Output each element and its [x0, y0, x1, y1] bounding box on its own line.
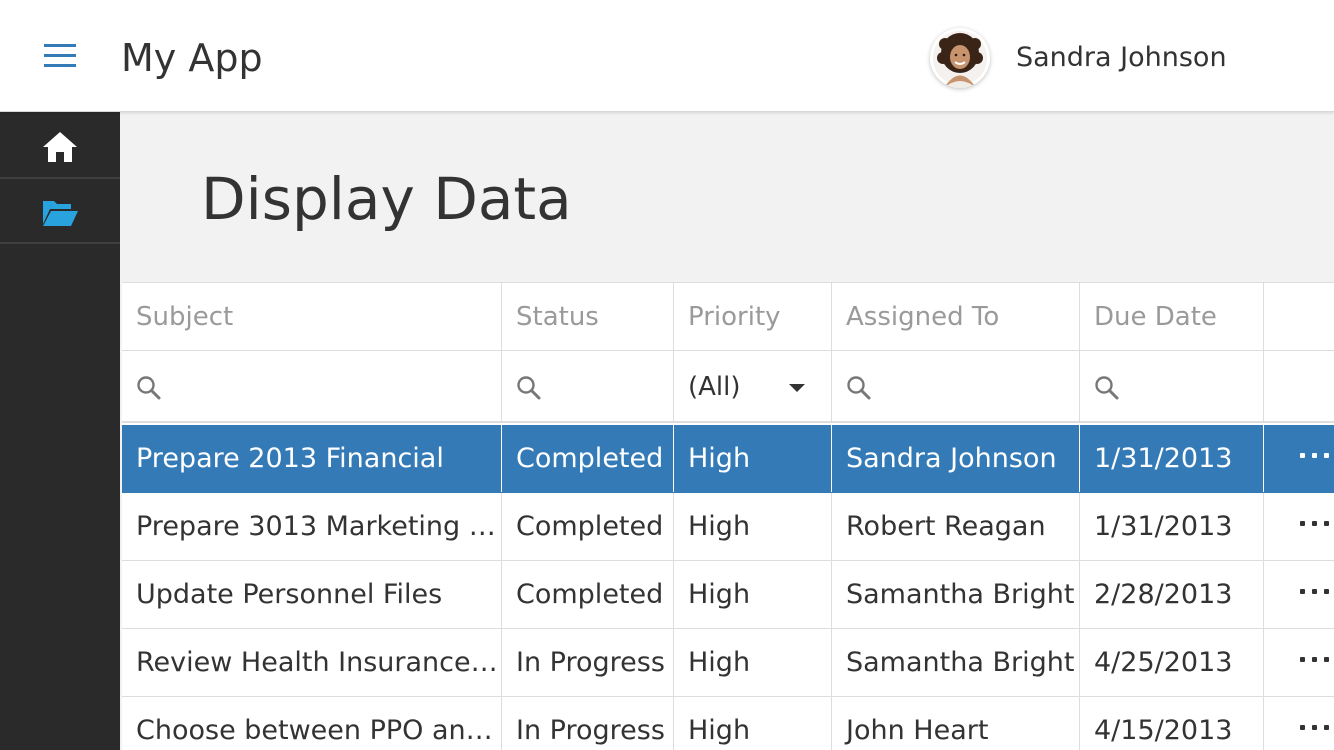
page-title: Display Data	[201, 165, 572, 233]
grid-header-row: Subject Status Priority Assigned To Due …	[122, 283, 1334, 351]
column-header-due-date[interactable]: Due Date	[1080, 283, 1264, 350]
assigned-filter-input[interactable]	[832, 351, 1080, 421]
more-options-icon	[1300, 521, 1332, 527]
main-content: Display Data Subject Status Priority Ass…	[120, 112, 1334, 750]
cell-priority: High	[674, 425, 832, 492]
more-options-icon	[1300, 725, 1332, 731]
row-actions-button[interactable]	[1264, 629, 1334, 696]
data-grid: Subject Status Priority Assigned To Due …	[122, 282, 1334, 750]
table-row[interactable]: Prepare 3013 Marketing Plan Completed Hi…	[122, 493, 1334, 561]
home-icon	[43, 132, 77, 162]
cell-priority: High	[674, 493, 832, 560]
table-row[interactable]: Choose between PPO and HMO In Progress H…	[122, 697, 1334, 750]
priority-filter-value: (All)	[688, 372, 741, 402]
more-options-icon	[1300, 657, 1332, 663]
more-options-icon	[1300, 589, 1332, 595]
status-filter-input[interactable]	[502, 351, 674, 421]
sidebar-item-home[interactable]	[0, 114, 120, 179]
cell-subject: Review Health Insurance Options	[122, 629, 502, 696]
app-header: My App Sandra Johnson	[0, 0, 1334, 112]
cell-status: Completed	[502, 561, 674, 628]
cell-status: Completed	[502, 493, 674, 560]
cell-status: In Progress	[502, 697, 674, 750]
grid-filter-row: (All)	[122, 351, 1334, 423]
cell-subject: Update Personnel Files	[122, 561, 502, 628]
cell-assigned-to: Robert Reagan	[832, 493, 1080, 560]
more-options-icon	[1300, 453, 1332, 459]
cell-assigned-to: Samantha Bright	[832, 629, 1080, 696]
cell-priority: High	[674, 561, 832, 628]
table-row[interactable]: Update Personnel Files Completed High Sa…	[122, 561, 1334, 629]
cell-priority: High	[674, 697, 832, 750]
hamburger-menu-icon[interactable]	[40, 40, 80, 72]
chevron-down-icon	[789, 384, 805, 392]
menu-bar	[44, 44, 76, 47]
cell-subject: Prepare 2013 Financial	[122, 425, 502, 492]
menu-bar	[44, 64, 76, 67]
table-row[interactable]: Review Health Insurance Options In Progr…	[122, 629, 1334, 697]
search-icon	[1095, 376, 1119, 400]
cell-subject: Choose between PPO and HMO	[122, 697, 502, 750]
cell-due-date: 4/15/2013	[1080, 697, 1264, 750]
filter-actions-cell	[1264, 351, 1334, 421]
search-icon	[517, 376, 541, 400]
cell-assigned-to: Samantha Bright	[832, 561, 1080, 628]
sidebar	[0, 112, 120, 750]
search-icon	[847, 376, 871, 400]
avatar-portrait-icon	[933, 31, 987, 88]
column-header-assigned-to[interactable]: Assigned To	[832, 283, 1080, 350]
cell-status: In Progress	[502, 629, 674, 696]
due-date-filter-input[interactable]	[1080, 351, 1264, 421]
row-actions-button[interactable]	[1264, 561, 1334, 628]
cell-priority: High	[674, 629, 832, 696]
cell-due-date: 1/31/2013	[1080, 493, 1264, 560]
menu-bar	[44, 54, 76, 57]
table-row[interactable]: Prepare 2013 Financial Completed High Sa…	[122, 425, 1334, 493]
cell-due-date: 1/31/2013	[1080, 425, 1264, 492]
row-actions-button[interactable]	[1264, 493, 1334, 560]
cell-subject: Prepare 3013 Marketing Plan	[122, 493, 502, 560]
app-title: My App	[121, 36, 263, 80]
folder-open-icon	[43, 201, 78, 226]
user-avatar[interactable]	[930, 28, 990, 88]
row-actions-button[interactable]	[1264, 425, 1334, 492]
cell-assigned-to: John Heart	[832, 697, 1080, 750]
column-header-status[interactable]: Status	[502, 283, 674, 350]
column-header-actions	[1264, 283, 1334, 350]
row-actions-button[interactable]	[1264, 697, 1334, 750]
user-name[interactable]: Sandra Johnson	[1016, 42, 1227, 73]
column-header-subject[interactable]: Subject	[122, 283, 502, 350]
search-icon	[137, 376, 161, 400]
priority-filter-select[interactable]: (All)	[674, 351, 832, 421]
cell-assigned-to: Sandra Johnson	[832, 425, 1080, 492]
cell-status: Completed	[502, 425, 674, 492]
sidebar-item-data[interactable]	[0, 179, 120, 244]
subject-filter-input[interactable]	[122, 351, 502, 421]
cell-due-date: 4/25/2013	[1080, 629, 1264, 696]
cell-due-date: 2/28/2013	[1080, 561, 1264, 628]
column-header-priority[interactable]: Priority	[674, 283, 832, 350]
